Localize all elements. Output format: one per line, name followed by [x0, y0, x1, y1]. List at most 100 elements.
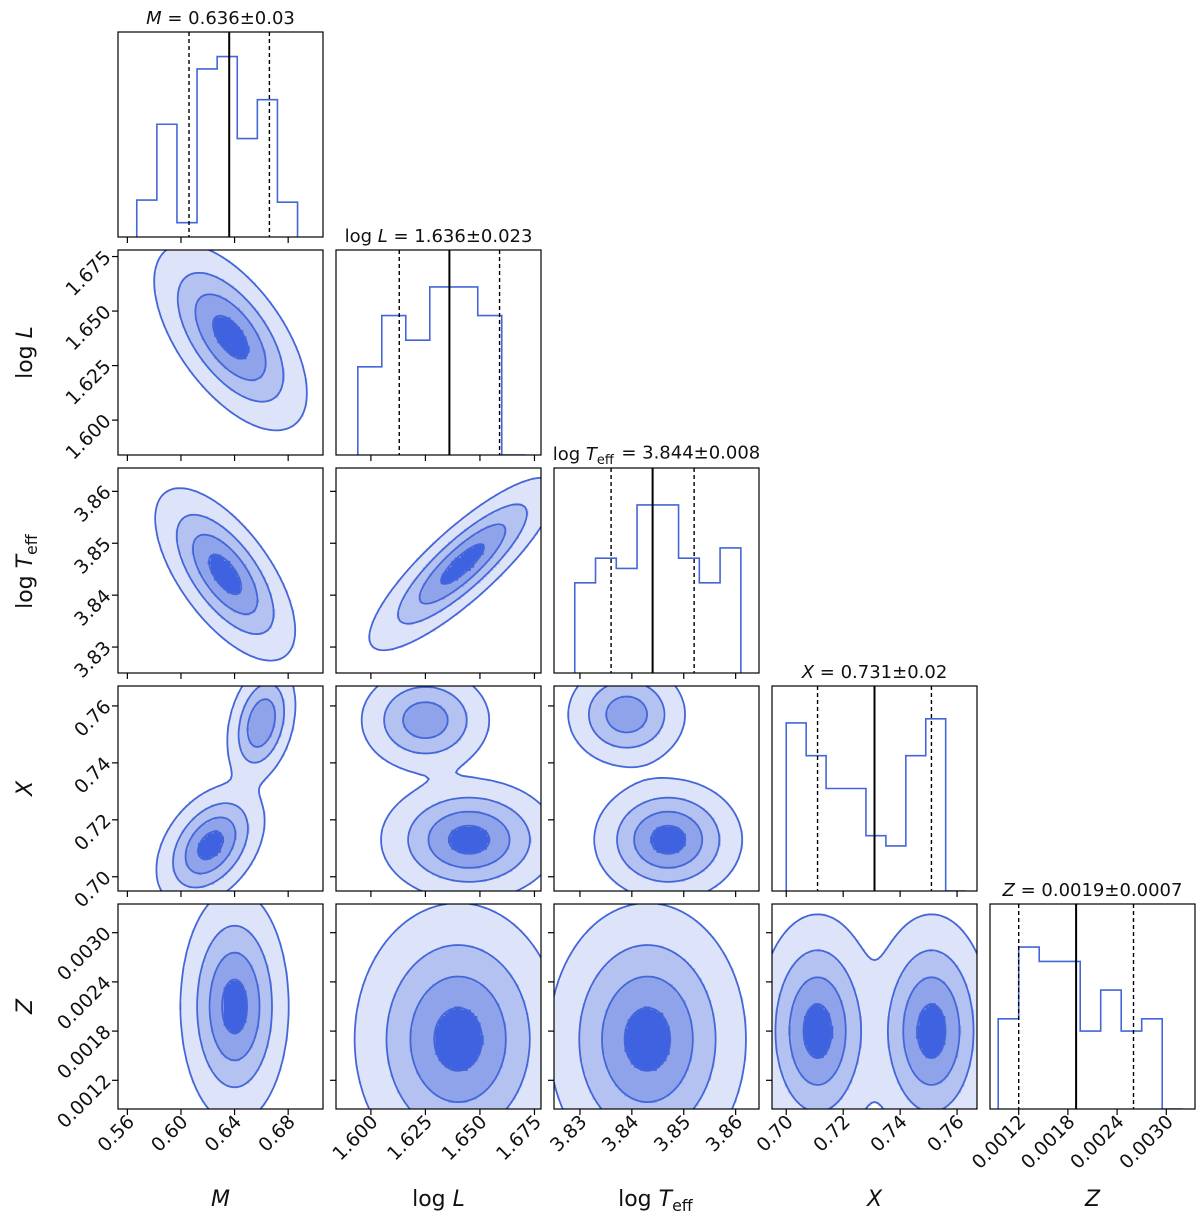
contour-line-level-3 [194, 293, 267, 382]
y-axis-label-logTeff: log Teff [11, 532, 41, 609]
y-axis-label-logL: log L [13, 326, 38, 379]
contour-line-level-2 [578, 944, 717, 1109]
histogram-logTeff [573, 504, 742, 673]
panel-frame [335, 685, 542, 892]
panel-r1-c1 [335, 249, 542, 461]
panel-frame [771, 903, 978, 1110]
contour-fill-level-4 [435, 1006, 484, 1071]
panel-title-logTeff: log Teff = 3.844±0.008 [553, 442, 761, 467]
contour-fill-level-4 [624, 1006, 670, 1071]
contour-line-level-2 [385, 944, 531, 1109]
panel-frame [335, 903, 542, 1110]
panel-r3-c2 [548, 685, 760, 897]
panel-r2-c1 [330, 467, 542, 679]
histogram-X [785, 718, 966, 891]
panel-frame [335, 249, 542, 456]
contour-line-level-1 [554, 904, 747, 1109]
contour-fill-level-4 [223, 980, 247, 1033]
x-tick-label: 0.0024 [1066, 1111, 1129, 1174]
x-tick-label: 0.72 [809, 1111, 854, 1156]
y-tick-label: 3.83 [70, 637, 115, 682]
contour-line-level-3 [409, 975, 507, 1103]
x-tick-label: 1.625 [383, 1111, 437, 1165]
x-tick-label: 0.0012 [968, 1111, 1031, 1174]
y-axis-label-X: X [13, 780, 38, 797]
histogram-Z [997, 946, 1183, 1109]
x-tick-label: 0.68 [254, 1111, 299, 1156]
contour-line-level-3 [601, 975, 694, 1103]
panel-r2-c2 [553, 467, 760, 679]
contour-line-level-4 [447, 824, 491, 855]
y-tick-label: 0.70 [70, 867, 115, 912]
contour-fill-level-3 [185, 698, 276, 876]
panel-r2-c0: 3.83 3.84 3.85 3.86 [70, 467, 324, 683]
x-tick-label: 0.56 [93, 1111, 138, 1156]
contour-line-level-4 [433, 1006, 483, 1072]
x-axis-label-logTeff: log Teff [618, 1185, 695, 1215]
panel-frame [335, 467, 542, 674]
x-tick-label: 0.0030 [1115, 1111, 1178, 1174]
y-tick-label: 1.600 [62, 410, 116, 464]
y-tick-label: 3.84 [70, 585, 115, 630]
y-tick-label: 0.0024 [53, 972, 116, 1035]
histogram-M [135, 55, 299, 237]
x-tick-label: 3.83 [546, 1111, 591, 1156]
y-tick-label: 1.625 [62, 356, 116, 410]
contour-line-level-3 [605, 695, 704, 869]
contour-line-level-4 [623, 1006, 672, 1072]
contour-line-level-1 [179, 904, 290, 1109]
panel-r0-c0 [117, 31, 324, 243]
contour-fill-level-4 [441, 544, 484, 584]
y-axis-label-Z: Z [13, 998, 38, 1015]
x-axis-label-Z: Z [1084, 1187, 1101, 1212]
contour-line-level-3 [788, 976, 961, 1086]
panel-frame [117, 249, 324, 456]
panel-r3-c0: 0.70 0.72 0.74 0.76 [70, 685, 324, 912]
panel-frame [117, 467, 324, 674]
x-tick-label: 0.64 [201, 1111, 246, 1156]
panel-r4-c2: 3.83 3.84 3.85 3.86 [546, 903, 760, 1156]
panel-title-Z: Z = 0.0019±0.0007 [1002, 880, 1183, 901]
x-tick-label: 0.74 [866, 1111, 911, 1156]
panel-frame [553, 903, 760, 1110]
contour-line-level-1 [353, 904, 541, 1109]
panel-r3-c3 [771, 685, 978, 897]
contour-line-level-4 [208, 553, 243, 596]
x-tick-label: 1.600 [328, 1111, 382, 1165]
y-tick-label: 0.0030 [53, 923, 116, 986]
x-axis-label-M: M [211, 1187, 230, 1212]
y-tick-label: 3.85 [70, 533, 115, 578]
x-tick-label: 3.86 [702, 1111, 747, 1156]
contour-line-level-3 [208, 951, 261, 1062]
panel-r4-c1: 1.600 1.625 1.650 1.675 [328, 903, 546, 1165]
panel-r4-c3: 0.70 0.72 0.74 0.76 [752, 903, 978, 1156]
y-tick-label: 0.0012 [53, 1070, 116, 1133]
contour-fill-level-4 [207, 554, 241, 594]
y-tick-label: 3.86 [70, 481, 115, 526]
panel-title-M: M = 0.636±0.03 [146, 8, 295, 29]
contour-fill-level-3 [788, 977, 962, 1084]
contour-line-level-2 [397, 503, 528, 625]
y-tick-label: 0.72 [70, 810, 115, 855]
contour-line-level-2 [172, 686, 285, 889]
x-axis-label-logL: log L [412, 1187, 465, 1212]
contour-fill-level-4 [448, 826, 491, 853]
contour-line-level-4 [212, 314, 250, 360]
contour-line-level-1 [153, 250, 308, 432]
y-tick-label: 0.76 [70, 696, 115, 741]
contour-line-level-1 [154, 487, 297, 662]
contour-line-level-3 [192, 533, 259, 616]
x-tick-label: 1.650 [437, 1111, 491, 1165]
panel-title-X: X = 0.731±0.02 [801, 662, 948, 683]
y-tick-label: 1.675 [62, 247, 116, 301]
contour-line-level-1 [155, 686, 297, 891]
contour-line-level-4 [221, 978, 248, 1035]
x-tick-label: 1.675 [492, 1111, 546, 1165]
contour-line-level-2 [176, 271, 285, 403]
panel-frame [989, 903, 1196, 1110]
contour-line-level-2 [196, 924, 273, 1089]
